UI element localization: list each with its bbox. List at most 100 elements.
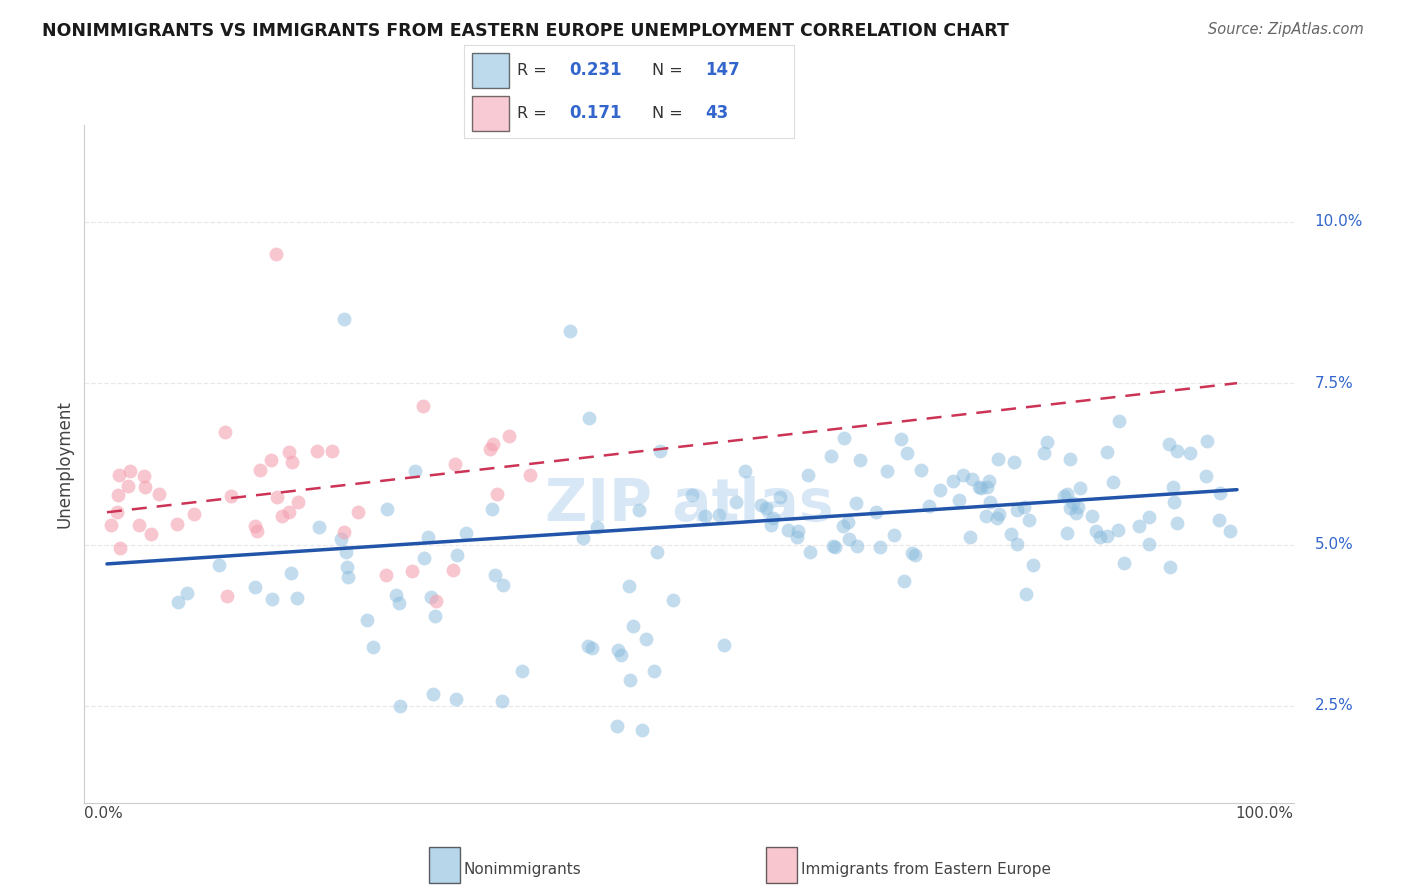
Point bbox=[849, 453, 872, 467]
Point bbox=[333, 311, 356, 326]
Point bbox=[910, 463, 932, 477]
Point bbox=[786, 530, 808, 544]
Point bbox=[139, 527, 162, 541]
Point bbox=[901, 546, 924, 560]
Y-axis label: Unemployment: Unemployment bbox=[55, 400, 73, 528]
Point bbox=[249, 463, 271, 477]
Point bbox=[422, 687, 444, 701]
Point bbox=[246, 524, 269, 539]
Point bbox=[308, 520, 330, 534]
Point bbox=[799, 545, 821, 559]
Point bbox=[1018, 513, 1040, 527]
Point bbox=[1095, 529, 1118, 543]
Point bbox=[1166, 444, 1188, 458]
Point bbox=[662, 593, 685, 607]
Point bbox=[606, 719, 628, 733]
Text: 0.0%: 0.0% bbox=[84, 806, 124, 821]
Point bbox=[1081, 508, 1104, 523]
Point bbox=[636, 632, 658, 646]
Point bbox=[1000, 526, 1022, 541]
Point bbox=[259, 453, 281, 467]
Point bbox=[481, 502, 503, 516]
Point bbox=[107, 505, 129, 519]
Point bbox=[262, 592, 284, 607]
Point bbox=[479, 442, 502, 456]
Point bbox=[287, 495, 309, 509]
Point bbox=[1007, 537, 1029, 551]
Point bbox=[482, 436, 505, 450]
Point bbox=[441, 563, 464, 577]
Point bbox=[243, 580, 266, 594]
Point bbox=[167, 595, 190, 609]
Point bbox=[1163, 495, 1185, 509]
Point bbox=[762, 511, 785, 525]
Point bbox=[734, 464, 756, 478]
Point bbox=[1085, 524, 1108, 538]
Point bbox=[959, 530, 981, 544]
Point bbox=[617, 579, 640, 593]
Point bbox=[876, 464, 898, 478]
Point bbox=[108, 468, 131, 483]
Point bbox=[709, 508, 731, 522]
Point bbox=[1036, 434, 1059, 449]
Point bbox=[1059, 500, 1081, 515]
Point bbox=[787, 524, 810, 538]
Point bbox=[883, 528, 905, 542]
Point bbox=[761, 517, 783, 532]
Point bbox=[796, 467, 818, 482]
Point bbox=[713, 638, 735, 652]
Point bbox=[845, 496, 868, 510]
Point bbox=[388, 699, 411, 714]
Point bbox=[333, 525, 356, 540]
Point bbox=[412, 551, 434, 566]
Text: ZIP atlas: ZIP atlas bbox=[544, 476, 834, 533]
Point bbox=[832, 519, 855, 533]
Point bbox=[1012, 500, 1035, 515]
Point bbox=[484, 568, 506, 582]
Point bbox=[1163, 480, 1185, 494]
Point bbox=[510, 664, 533, 678]
Point bbox=[219, 489, 242, 503]
Point bbox=[321, 443, 343, 458]
Text: Immigrants from Eastern Europe: Immigrants from Eastern Europe bbox=[801, 863, 1052, 877]
Point bbox=[837, 516, 859, 530]
Point bbox=[776, 524, 799, 538]
Point bbox=[278, 445, 301, 459]
Point bbox=[631, 723, 654, 738]
Point bbox=[446, 548, 468, 562]
Point bbox=[336, 559, 359, 574]
Point bbox=[388, 596, 411, 610]
Point bbox=[375, 502, 398, 516]
Point bbox=[581, 641, 603, 656]
Point bbox=[491, 693, 513, 707]
Point bbox=[1166, 516, 1188, 530]
Point bbox=[865, 505, 887, 519]
Point bbox=[347, 505, 370, 519]
Point bbox=[330, 532, 353, 546]
Point bbox=[838, 532, 860, 546]
Point bbox=[214, 425, 236, 439]
Point bbox=[1108, 414, 1130, 428]
Text: R =: R = bbox=[517, 106, 551, 121]
Point bbox=[979, 494, 1001, 508]
Text: 43: 43 bbox=[706, 104, 728, 122]
Point bbox=[498, 429, 520, 443]
Point bbox=[356, 614, 378, 628]
Point bbox=[166, 517, 188, 532]
Point bbox=[1112, 556, 1135, 570]
Point bbox=[117, 479, 139, 493]
Point bbox=[560, 325, 582, 339]
Point bbox=[960, 472, 983, 486]
Point bbox=[1053, 490, 1076, 504]
Point bbox=[1022, 558, 1045, 572]
Point bbox=[444, 457, 467, 471]
Point bbox=[280, 566, 302, 581]
Point bbox=[1097, 445, 1119, 459]
Point bbox=[1178, 445, 1201, 459]
Point bbox=[586, 519, 609, 533]
Point bbox=[648, 444, 671, 458]
Point bbox=[1033, 446, 1056, 460]
Point bbox=[176, 585, 198, 599]
Point bbox=[134, 469, 156, 483]
Point bbox=[1195, 469, 1218, 483]
